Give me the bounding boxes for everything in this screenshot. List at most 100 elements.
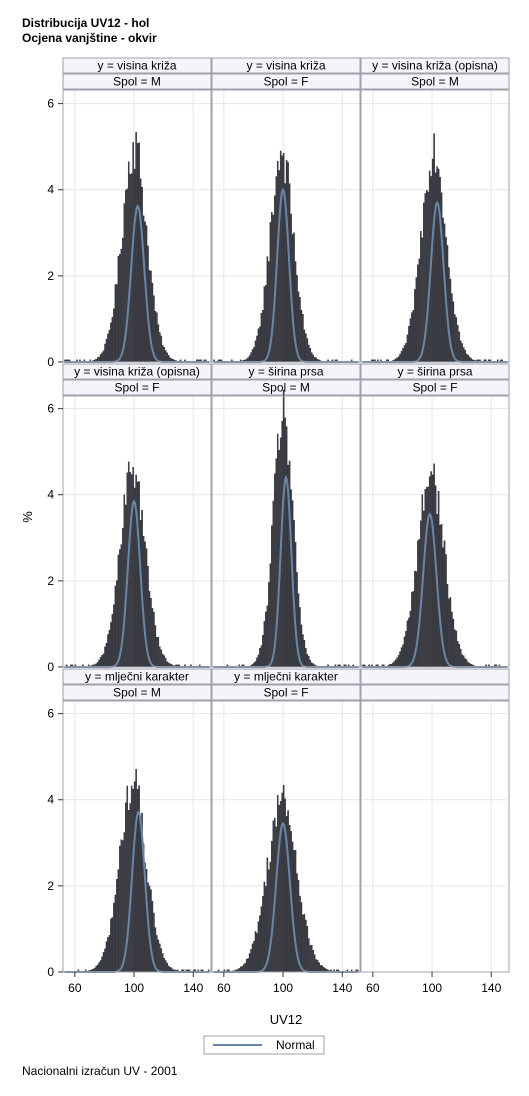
histogram-bar xyxy=(311,944,313,973)
histogram-bar xyxy=(400,647,403,668)
histogram-bar xyxy=(101,956,103,973)
histogram-bar xyxy=(157,939,160,973)
histogram-bar xyxy=(133,168,136,363)
histogram-bar xyxy=(309,659,312,668)
histogram-bar xyxy=(403,345,406,363)
histogram-bar xyxy=(98,659,100,668)
panel-header-cell xyxy=(211,57,361,74)
histogram-bar xyxy=(285,160,288,363)
histogram-bar xyxy=(157,636,160,668)
histogram-bar xyxy=(454,629,456,668)
histogram-bar xyxy=(282,153,285,363)
panel-header-cell xyxy=(211,73,361,90)
histogram-bar xyxy=(256,933,258,973)
x-tick-label: 100 xyxy=(124,981,144,995)
histogram-bar xyxy=(309,945,312,973)
histogram-bar xyxy=(457,325,459,363)
histogram-bar xyxy=(107,634,109,668)
histogram-bar xyxy=(279,150,282,363)
histogram-bar xyxy=(394,659,397,668)
y-tick-label: 6 xyxy=(47,707,54,721)
histogram-bar xyxy=(113,604,115,668)
histogram-bar xyxy=(449,597,452,668)
histogram-bar xyxy=(405,343,407,363)
histogram-bar xyxy=(117,554,120,668)
panel-8: y = mlječni karakter Spol = F xyxy=(211,668,361,973)
panel-header-cell xyxy=(62,57,212,74)
panel-header-cell xyxy=(360,363,510,380)
histogram-bar xyxy=(136,481,139,668)
panel-header-sex: Spol = F xyxy=(114,381,159,395)
histogram-bar xyxy=(144,541,146,668)
histogram-bar xyxy=(260,906,263,973)
panel-header-cell xyxy=(360,668,510,685)
histogram-bar xyxy=(136,143,139,363)
histogram-bar xyxy=(439,176,441,363)
histogram-bar xyxy=(305,648,307,668)
histogram-bar xyxy=(312,354,315,363)
histogram-bar xyxy=(114,894,117,973)
histogram-bar xyxy=(281,792,283,973)
histogram-bar xyxy=(265,285,267,363)
histogram-bar xyxy=(288,460,291,668)
histogram-bar xyxy=(110,622,112,668)
histogram-bar xyxy=(308,344,310,363)
panel-plot-area xyxy=(360,700,510,973)
histogram-bar xyxy=(104,343,106,363)
panel-header-variable: y = visina križa (opisna) xyxy=(372,59,498,73)
histogram-bar xyxy=(403,636,406,668)
histogram-bar xyxy=(253,347,255,363)
histogram-bar xyxy=(396,657,398,668)
histogram-bar xyxy=(448,267,450,363)
panel-header-sex: Spol = F xyxy=(412,381,457,395)
histogram-bar xyxy=(437,491,440,668)
histogram-bar xyxy=(402,348,404,363)
histogram-bar xyxy=(138,142,140,363)
histogram-bar xyxy=(315,959,317,973)
histogram-bar xyxy=(107,937,109,973)
histogram-bar xyxy=(262,896,264,973)
histogram-bar xyxy=(162,345,164,363)
histogram-bar xyxy=(156,935,158,973)
histogram-bar xyxy=(428,476,431,668)
histogram-bar xyxy=(408,326,410,363)
histogram-bar xyxy=(266,605,269,668)
histogram-bar xyxy=(141,186,143,363)
histogram-bar xyxy=(117,256,120,363)
footnote: Nacionalni izračun UV - 2001 xyxy=(22,1064,178,1078)
histogram-bar xyxy=(299,297,301,363)
histogram-bar xyxy=(302,314,304,363)
histogram-bar xyxy=(160,948,163,973)
histogram-bar xyxy=(99,354,102,363)
panel-header-sex: Spol = F xyxy=(263,686,308,700)
histogram-bar xyxy=(116,580,118,668)
panel-header-cell xyxy=(360,684,510,701)
histogram-bar xyxy=(166,352,168,363)
panel-frame xyxy=(211,395,361,668)
histogram-bar xyxy=(467,354,469,363)
panel-header-cell xyxy=(62,684,212,701)
histogram-bar xyxy=(465,659,468,668)
histogram-bar xyxy=(148,270,151,363)
histogram-bar xyxy=(308,656,310,668)
y-tick-label: 0 xyxy=(47,965,54,979)
panel-frame xyxy=(211,89,361,363)
panel-frame xyxy=(360,89,510,363)
legend-box xyxy=(203,1035,325,1055)
histogram-bar xyxy=(464,658,466,668)
histogram-bar xyxy=(108,629,111,668)
histogram-bar xyxy=(113,308,115,363)
histogram-bar xyxy=(278,170,280,363)
histogram-bar xyxy=(96,964,99,973)
histogram-bar xyxy=(156,637,158,668)
histogram-bars xyxy=(362,463,501,668)
histogram-bar xyxy=(417,264,419,363)
legend-normal-label: Normal xyxy=(276,1038,315,1052)
histogram-bar xyxy=(163,655,166,668)
histogram-bar xyxy=(424,488,427,668)
y-tick-label: 0 xyxy=(47,355,54,369)
histogram-bar xyxy=(303,329,306,363)
histogram-bar xyxy=(135,132,137,363)
histogram-bar xyxy=(269,563,272,668)
histogram-bar xyxy=(406,334,409,363)
